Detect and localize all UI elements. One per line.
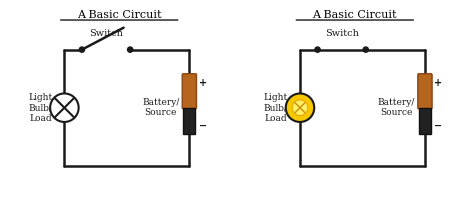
Circle shape bbox=[128, 47, 133, 52]
Circle shape bbox=[79, 47, 84, 52]
Text: Battery/
Source: Battery/ Source bbox=[142, 98, 180, 117]
Text: +: + bbox=[199, 78, 207, 88]
Text: −: − bbox=[199, 121, 207, 131]
Bar bbox=[419, 108, 431, 134]
Text: Battery/
Source: Battery/ Source bbox=[378, 98, 415, 117]
Text: Light
Bulb/
Load: Light Bulb/ Load bbox=[28, 93, 53, 123]
Circle shape bbox=[292, 100, 308, 115]
Circle shape bbox=[315, 47, 320, 52]
FancyBboxPatch shape bbox=[182, 74, 196, 109]
FancyBboxPatch shape bbox=[418, 74, 432, 109]
Text: Switch: Switch bbox=[325, 29, 359, 38]
Text: A Basic Circuit: A Basic Circuit bbox=[312, 10, 397, 20]
Text: Light
Bulb/
Load: Light Bulb/ Load bbox=[264, 93, 288, 123]
Circle shape bbox=[363, 47, 368, 52]
Text: +: + bbox=[434, 78, 442, 88]
Bar bbox=[183, 108, 195, 134]
Text: A Basic Circuit: A Basic Circuit bbox=[77, 10, 162, 20]
Circle shape bbox=[286, 93, 314, 122]
Circle shape bbox=[50, 93, 79, 122]
Text: Switch: Switch bbox=[89, 29, 123, 38]
Text: −: − bbox=[434, 121, 442, 131]
